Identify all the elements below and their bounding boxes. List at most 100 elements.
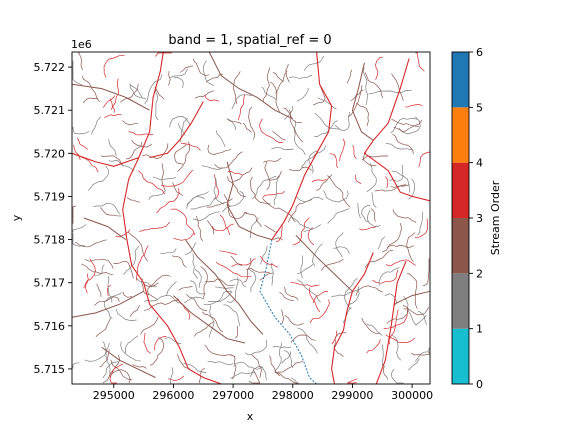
tributary-stream: [113, 260, 134, 279]
tributary-stream: [391, 119, 420, 127]
tributary-stream: [243, 211, 262, 227]
tributary-stream: [194, 321, 214, 337]
colorbar-segment: [452, 107, 469, 163]
x-tick-label: 298000: [272, 389, 314, 402]
tributary-stream: [156, 187, 180, 214]
tributary-stream: [103, 54, 125, 78]
tributary-stream: [148, 190, 167, 201]
chart-title: band = 1, spatial_ref = 0: [168, 33, 331, 48]
tributary-stream: [293, 120, 306, 155]
tributary-stream: [88, 165, 110, 191]
tributary-stream: [206, 198, 233, 208]
tributary-stream: [204, 344, 236, 358]
tributary-stream: [207, 144, 232, 155]
tributary-stream: [115, 309, 137, 321]
tributary-stream: [273, 176, 281, 206]
tributary-stream: [408, 358, 420, 371]
colorbar-segment: [452, 328, 469, 384]
tributary-stream: [129, 305, 140, 317]
tributary-stream: [375, 56, 383, 80]
tributary-stream: [359, 225, 378, 231]
tributary-stream: [135, 277, 157, 288]
tributary-stream: [391, 170, 410, 193]
tributary-stream: [127, 231, 148, 262]
tributary-stream: [214, 151, 243, 169]
tributary-stream: [283, 107, 302, 123]
tributary-stream: [144, 299, 179, 311]
tributary-stream: [91, 116, 101, 135]
tributary-stream: [292, 217, 310, 246]
tributary-stream: [343, 277, 358, 310]
tributary-stream: [415, 314, 427, 326]
tributary-stream: [323, 190, 349, 203]
tributary-stream: [227, 118, 242, 125]
tributary-stream: [100, 155, 123, 167]
tributary-stream: [398, 116, 421, 135]
tributary-stream: [272, 130, 287, 141]
tributary-stream: [219, 250, 237, 255]
tributary-stream: [272, 71, 284, 82]
tributary-stream: [313, 291, 329, 304]
tributary-stream: [237, 94, 245, 121]
tributary-stream: [84, 341, 107, 362]
colorbar-tick-label: 2: [476, 267, 483, 280]
tributary-stream: [363, 66, 369, 106]
tributary-stream: [364, 250, 393, 268]
tributary-stream: [108, 139, 117, 156]
first-order-texture: [72, 52, 430, 384]
colorbar-segment: [452, 162, 469, 218]
tributary-stream: [227, 276, 239, 303]
tributary-stream: [381, 363, 389, 380]
tributary-stream: [364, 72, 383, 99]
tributary-stream: [172, 182, 183, 196]
tributary-stream: [290, 282, 320, 287]
plot-frame: [71, 51, 431, 385]
tributary-stream: [223, 304, 241, 327]
tributary-stream: [173, 144, 187, 165]
tributary-stream: [72, 205, 77, 224]
tributary-stream: [242, 122, 252, 133]
tributary-stream: [111, 369, 131, 384]
y-tick-label: 5.716: [34, 320, 66, 333]
tributary-stream: [227, 176, 247, 198]
stream-order-3-line: [393, 290, 431, 305]
tributary-stream: [249, 217, 259, 239]
tributary-stream: [196, 215, 204, 241]
tributary-stream: [73, 145, 81, 161]
tributary-stream: [339, 138, 346, 161]
tributary-stream: [262, 191, 285, 198]
stream-order-4-line: [122, 51, 222, 385]
tributary-stream: [417, 311, 427, 325]
tributary-stream: [95, 317, 112, 338]
tributary-stream: [123, 245, 140, 275]
tributary-stream: [102, 354, 121, 384]
tributary-stream: [128, 131, 154, 136]
tributary-stream: [135, 245, 149, 281]
tributary-stream: [201, 311, 224, 333]
tributary-stream: [96, 283, 102, 297]
tributary-stream: [77, 137, 88, 150]
tributary-stream: [417, 211, 424, 236]
tributary-stream: [233, 71, 241, 105]
y-offset-label: 1e6: [71, 38, 92, 51]
tributary-stream: [207, 220, 215, 235]
tributary-stream: [202, 60, 215, 86]
y-tick-label: 5.718: [34, 234, 66, 247]
stream-order-3-line: [83, 217, 126, 241]
x-tick-label: 296000: [152, 389, 194, 402]
tributary-stream: [169, 115, 192, 128]
tributary-stream: [274, 360, 303, 374]
tributary-stream: [357, 203, 361, 219]
y-tick-label: 5.720: [34, 147, 66, 160]
tributary-stream: [154, 87, 159, 121]
tributary-stream: [215, 286, 234, 289]
tributary-stream: [316, 174, 333, 191]
tributary-stream: [274, 342, 282, 372]
tributary-stream: [132, 363, 147, 369]
tributary-stream: [85, 258, 96, 294]
tributary-stream: [418, 151, 430, 168]
tributary-stream: [300, 255, 304, 279]
tributary-stream: [107, 275, 113, 303]
tributary-stream: [72, 362, 80, 369]
tributary-stream: [290, 377, 298, 384]
